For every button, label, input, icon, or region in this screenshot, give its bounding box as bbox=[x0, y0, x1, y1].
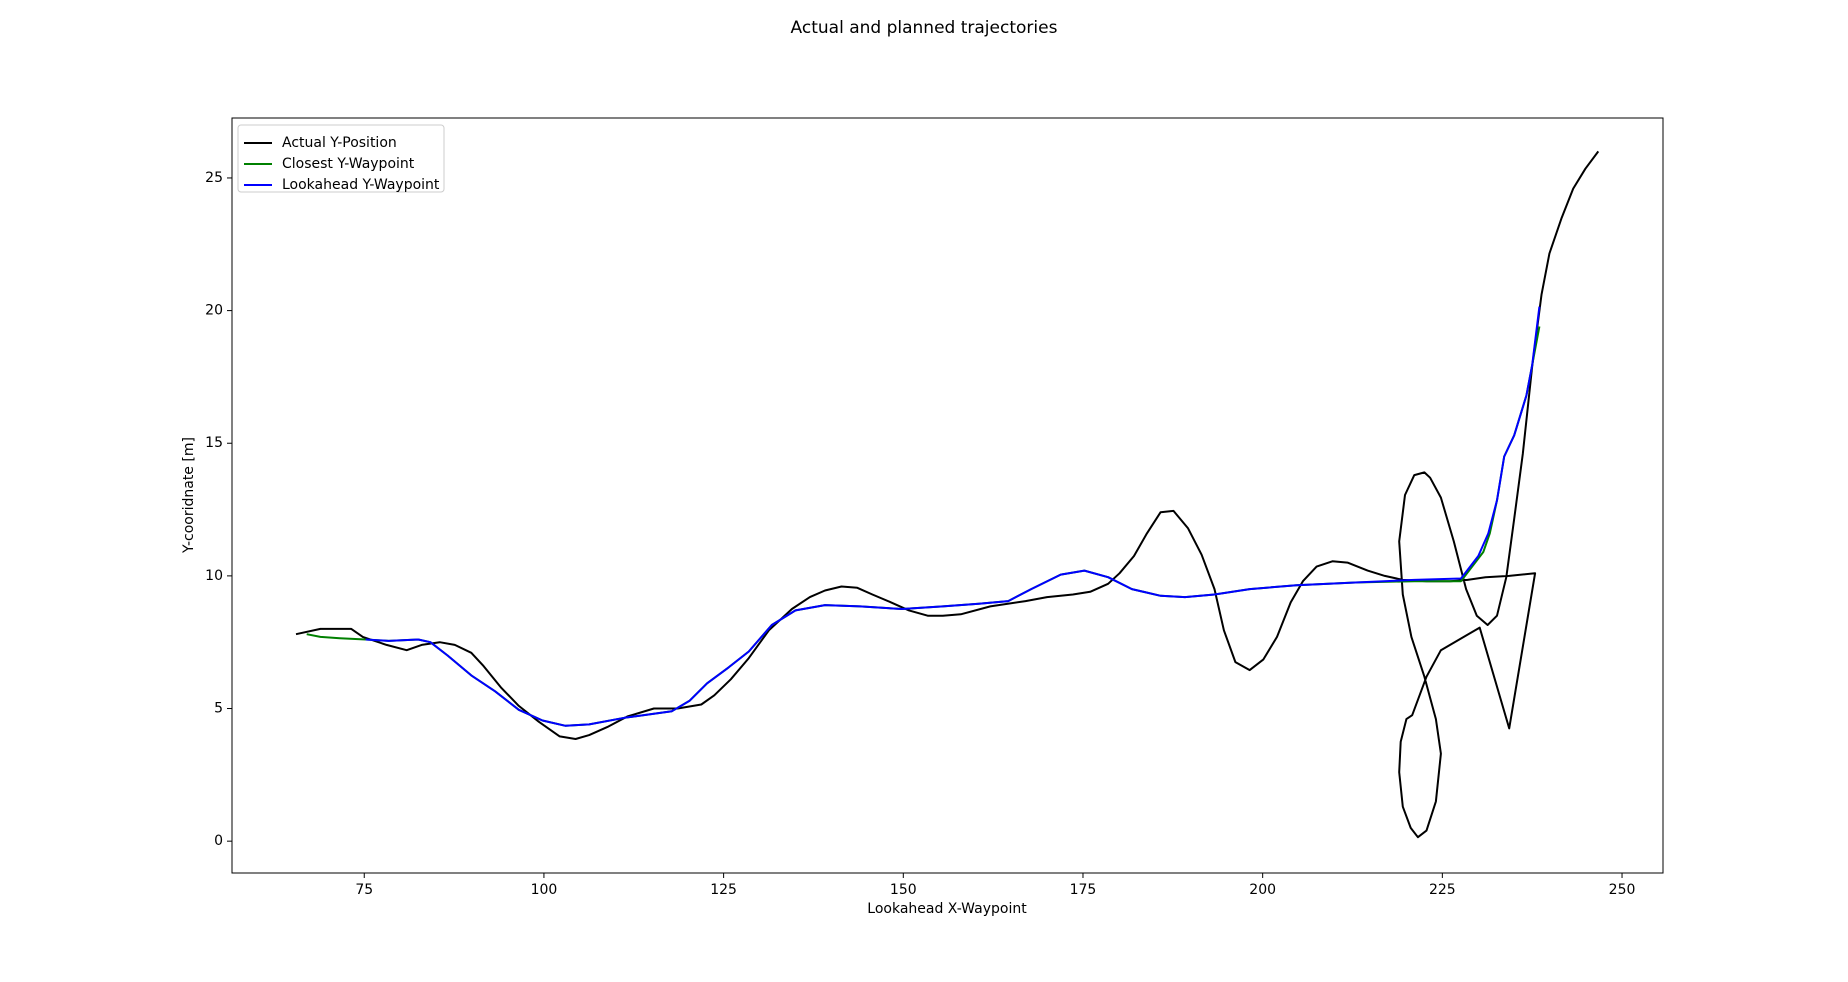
chart-title: Actual and planned trajectories bbox=[791, 18, 1058, 38]
y-tick-label: 20 bbox=[205, 303, 223, 319]
legend-label: Closest Y-Waypoint bbox=[282, 156, 415, 172]
x-axis-label: Lookahead X-Waypoint bbox=[867, 901, 1027, 917]
x-tick-label: 150 bbox=[890, 882, 917, 898]
y-tick-label: 25 bbox=[205, 170, 223, 186]
y-tick-label: 0 bbox=[214, 833, 223, 849]
legend-label: Actual Y-Position bbox=[282, 135, 397, 151]
x-tick-label: 125 bbox=[710, 882, 737, 898]
x-tick-label: 175 bbox=[1070, 882, 1097, 898]
x-tick-label: 100 bbox=[531, 882, 558, 898]
legend-label: Lookahead Y-Waypoint bbox=[282, 177, 440, 193]
y-axis-label: Y-cooridnate [m] bbox=[181, 437, 197, 554]
x-tick-label: 75 bbox=[355, 882, 373, 898]
legend-box bbox=[237, 124, 445, 193]
x-tick-label: 225 bbox=[1429, 882, 1456, 898]
y-tick-label: 10 bbox=[205, 568, 223, 584]
series-line bbox=[306, 326, 1541, 727]
y-tick-label: 5 bbox=[214, 701, 223, 717]
x-tick-label: 200 bbox=[1249, 882, 1276, 898]
series-line bbox=[365, 306, 1541, 727]
series-line bbox=[295, 150, 1600, 839]
y-tick-label: 15 bbox=[205, 435, 223, 451]
x-tick-label: 250 bbox=[1609, 882, 1636, 898]
plot-frame bbox=[231, 117, 1664, 874]
